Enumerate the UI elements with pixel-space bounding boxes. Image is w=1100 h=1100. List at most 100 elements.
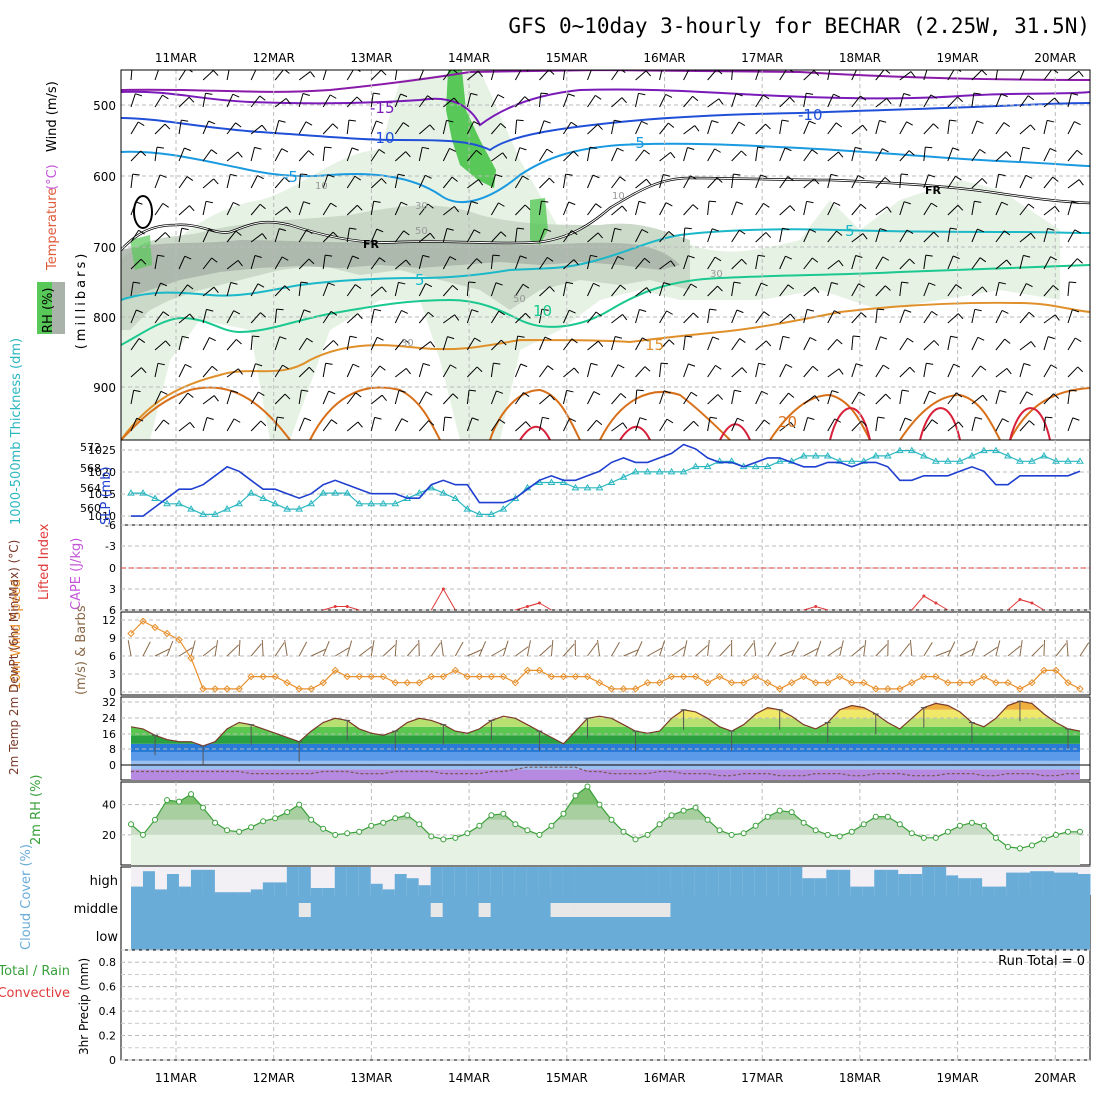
ylabel-wind-speed: 10m Wind Speed	[9, 579, 24, 690]
cloud-cell-high	[394, 874, 408, 895]
wind-barb-flag	[641, 120, 649, 125]
wind-barb	[178, 364, 186, 378]
wind-barb-flag	[717, 285, 723, 292]
wind-barb-flag	[862, 124, 868, 131]
wind-barb-flag	[617, 255, 625, 260]
wind-barb	[1067, 229, 1076, 243]
wind-barb	[514, 120, 518, 135]
wind-barb	[875, 97, 888, 108]
wind-speed-marker	[175, 635, 183, 644]
wind-barb-flag	[595, 203, 602, 209]
wind-barb	[851, 233, 864, 243]
wind-barb-flag	[838, 151, 844, 158]
wind-barb-flag	[1053, 393, 1059, 399]
rh-marker	[956, 822, 963, 829]
wind-barb-flag	[886, 206, 892, 213]
wind-barb	[1019, 311, 1030, 324]
thickness-marker	[487, 510, 496, 517]
wind-barb-flag	[132, 66, 139, 67]
wind-barb	[707, 148, 716, 162]
wind-barb-flag	[835, 122, 843, 128]
wind-barb-flag	[571, 338, 578, 344]
wind-barb	[1019, 232, 1032, 243]
lifted-index-marker	[934, 601, 938, 605]
wind-barb	[923, 340, 935, 351]
wind-barb-flag	[330, 202, 337, 208]
wind-barb	[226, 390, 232, 405]
cloud-cell-high	[598, 867, 611, 895]
wind-barb-10m	[743, 642, 754, 657]
wind-barb-flag	[332, 231, 339, 238]
wind-barb-flag	[981, 70, 988, 76]
wind-barb	[755, 70, 760, 81]
cloud-cell-high-bg	[214, 867, 228, 895]
wind-barb	[923, 70, 928, 81]
thickness-marker	[499, 505, 508, 512]
wind-barb-flag	[281, 256, 289, 261]
wind-barb-flag	[284, 70, 290, 74]
wind-barb-flag	[405, 259, 411, 266]
wind-barb	[274, 364, 283, 378]
wind-barb	[707, 120, 713, 135]
rh-label: RH (%)	[41, 288, 56, 333]
wind-barb-flag	[1000, 93, 1008, 98]
wind-barb	[226, 282, 232, 297]
wind-barb-flag	[590, 254, 598, 258]
wind-barb-flag	[955, 392, 963, 398]
wind-barb	[250, 203, 261, 216]
wind-barb	[394, 151, 407, 162]
ytick-label: 16	[102, 728, 116, 741]
wind-barb-flag	[884, 177, 891, 183]
rh-marker	[656, 821, 663, 828]
rh-marker	[884, 813, 891, 820]
wind-barb-flag	[928, 282, 936, 286]
rh-marker	[944, 828, 951, 835]
wind-barb-flag	[858, 391, 866, 397]
thickness-marker	[175, 499, 183, 507]
wind-barb-flag	[329, 94, 337, 99]
thickness-marker	[847, 457, 856, 464]
wind-barb-flag	[852, 335, 860, 338]
wind-barb	[707, 256, 716, 270]
wind-barb-10m	[394, 640, 397, 657]
wind-barb	[827, 230, 837, 243]
rh-marker	[188, 791, 195, 798]
temp-line	[130, 700, 1081, 747]
wind-barb	[538, 228, 545, 243]
cloud-cell-high	[682, 867, 695, 895]
wind-barb-flag	[355, 392, 362, 398]
wind-barb-flag	[516, 119, 524, 122]
wind-barb	[442, 336, 448, 351]
wind-barb-flag	[665, 93, 673, 98]
wind-barb-flag	[400, 201, 408, 206]
wind-barb-flag	[568, 201, 576, 206]
wind-barb	[683, 336, 686, 351]
rh-marker	[476, 822, 483, 829]
wind-barb	[370, 417, 376, 432]
wind-barb	[226, 70, 230, 81]
wind-barb-flag	[379, 257, 386, 263]
wind-barb	[851, 312, 862, 324]
wind-barb-flag	[235, 122, 242, 128]
date-label-top: 16MAR	[643, 51, 685, 65]
wind-barb-flag	[762, 94, 770, 100]
thickness-marker	[655, 467, 664, 475]
ytick-label: 20	[102, 829, 116, 842]
ylabel-slp: SLP (mb)	[99, 466, 114, 525]
ytick-label: 0	[109, 759, 116, 772]
date-label-bottom: 16MAR	[643, 1071, 685, 1085]
wind-barb	[370, 149, 380, 162]
wind-barb	[1067, 282, 1070, 297]
wind-barb-flag	[452, 285, 459, 291]
wind-barb-10m	[202, 645, 216, 657]
wind-speed-marker	[379, 672, 387, 681]
rh-marker	[1052, 831, 1059, 838]
wind-barb-flag	[427, 311, 434, 318]
wind-barb-flag	[374, 416, 382, 420]
thickness-marker	[475, 510, 484, 517]
wind-barb-flag	[306, 337, 313, 343]
wind-barb	[370, 309, 375, 324]
thickness-marker	[247, 489, 256, 496]
wind-barb	[899, 229, 908, 243]
upper-air-panel: -15 -10 -10 -5 -5 5 5 10 15 20 FR FR 10 …	[37, 66, 1091, 441]
